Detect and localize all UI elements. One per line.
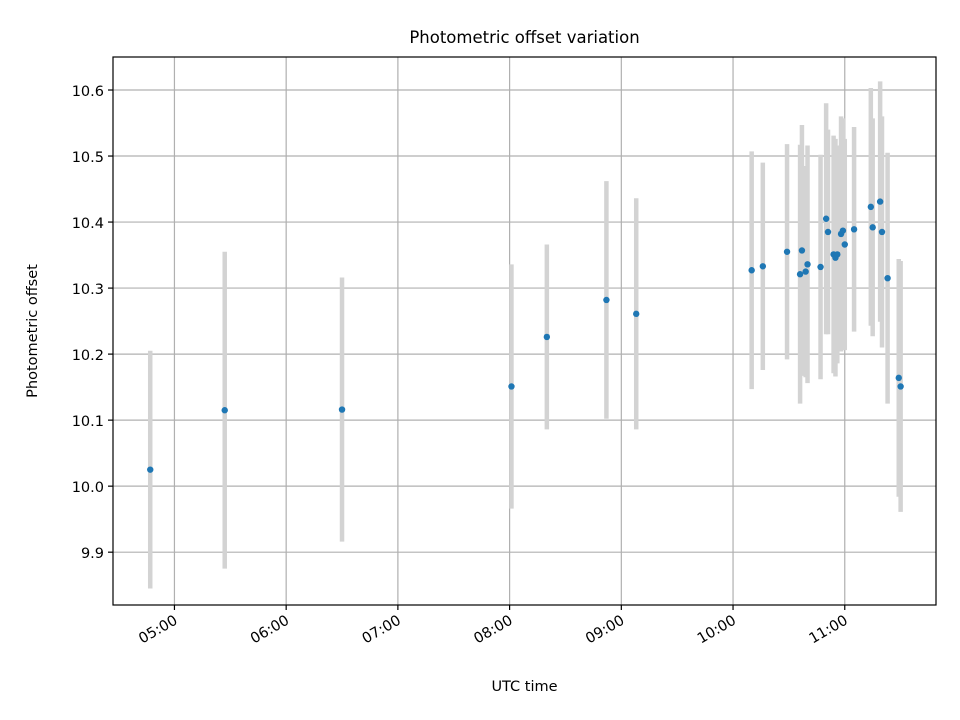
y-tick-label: 10.6 (72, 84, 104, 100)
data-point (897, 383, 904, 390)
data-point (834, 251, 841, 258)
data-point (759, 263, 767, 270)
data-point (804, 261, 811, 268)
error-bars (147, 81, 903, 589)
data-point (869, 224, 876, 231)
x-tick-label: 09:00 (583, 613, 627, 648)
x-tick-label: 05:00 (136, 613, 180, 648)
x-tick-label: 10:00 (695, 613, 739, 648)
data-point (822, 215, 830, 222)
data-point (802, 268, 809, 275)
data-point (839, 227, 847, 234)
y-tick-label: 10.5 (72, 150, 104, 166)
data-point (338, 406, 346, 413)
data-point (603, 296, 610, 304)
data-point (796, 271, 804, 278)
x-tick-label: 06:00 (248, 613, 292, 648)
y-axis-ticks: 9.9 10.0 10.1 10.2 10.3 10.4 10.5 10.6 (72, 84, 113, 562)
data-point (798, 247, 806, 254)
x-axis-label: UTC time (491, 679, 557, 695)
data-point (878, 228, 886, 236)
data-point (841, 241, 848, 248)
data-point (748, 267, 755, 274)
data-point (817, 263, 824, 271)
data-point (221, 407, 228, 414)
data-point (876, 198, 884, 205)
data-point (633, 310, 640, 318)
data-point (884, 274, 891, 282)
y-tick-label: 10.4 (72, 216, 104, 232)
x-tick-label: 08:00 (471, 613, 515, 648)
y-tick-label: 10.3 (72, 282, 104, 298)
chart-title: Photometric offset variation (409, 28, 639, 47)
data-point (895, 374, 902, 382)
data-points (147, 198, 904, 473)
x-axis-ticks: 05:00 06:00 07:00 08:00 09:00 10:00 11:00 (136, 605, 851, 647)
data-point (508, 383, 515, 390)
y-tick-label: 9.9 (81, 546, 104, 562)
y-tick-label: 10.0 (72, 480, 104, 496)
x-tick-label: 11:00 (807, 613, 851, 648)
data-point (147, 466, 154, 473)
y-axis-label: Photometric offset (25, 264, 41, 398)
data-point (850, 226, 858, 233)
plot-frame (112, 56, 937, 606)
data-point (543, 333, 551, 341)
data-point (783, 248, 791, 255)
data-point (824, 228, 832, 236)
y-tick-label: 10.2 (72, 348, 104, 364)
data-point (867, 203, 875, 211)
grid-lines (113, 57, 936, 605)
x-tick-label: 07:00 (360, 613, 404, 648)
y-tick-label: 10.1 (72, 414, 104, 430)
